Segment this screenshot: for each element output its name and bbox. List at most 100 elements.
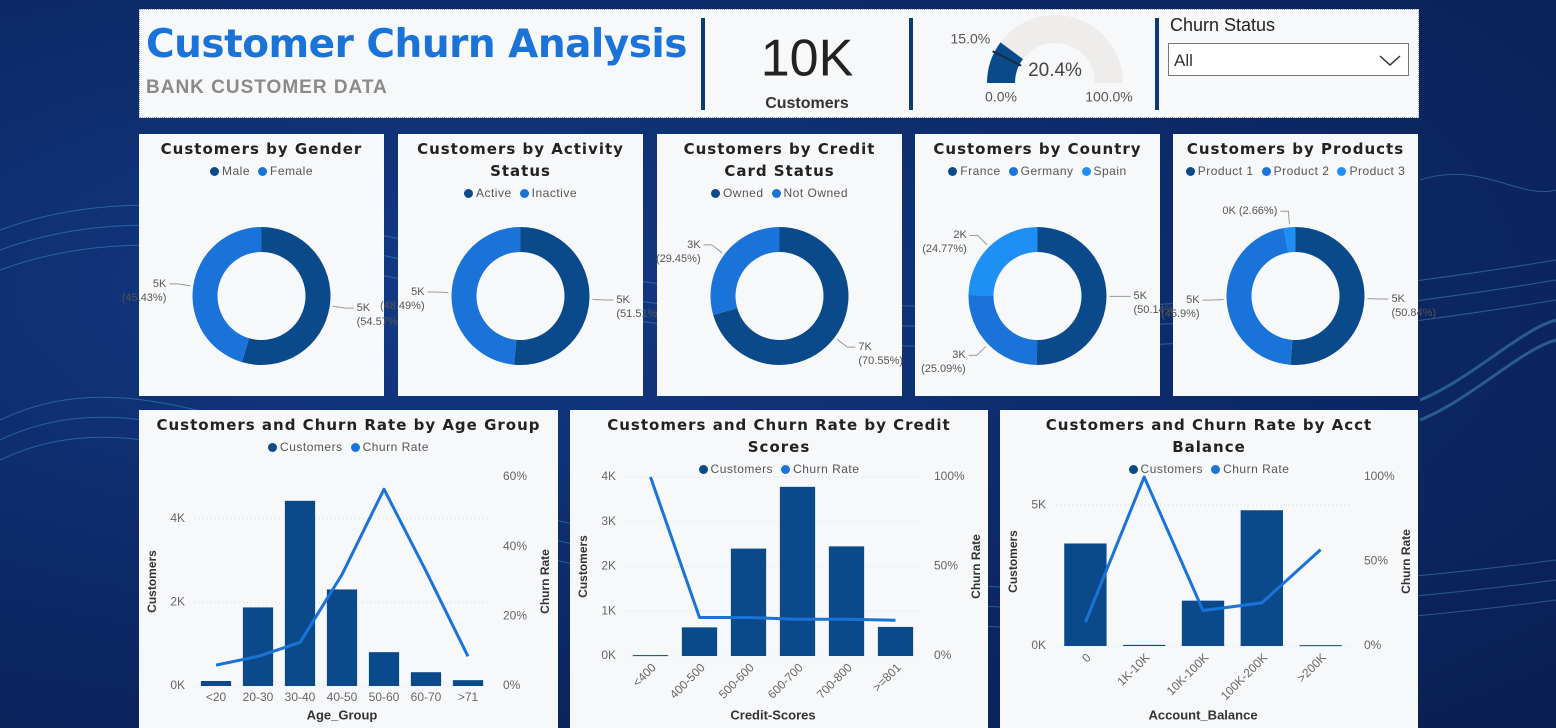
bar [326, 589, 358, 686]
y-tick-label: 4K [170, 511, 185, 525]
churn-line [1084, 475, 1322, 623]
donut-slice [968, 295, 1038, 365]
y2-tick-label: 40% [503, 539, 527, 553]
chart-title: Customers by Credit Card Status [683, 140, 876, 180]
legend-swatch [209, 167, 219, 176]
legend-item: Churn Rate [1211, 462, 1289, 476]
separator [701, 18, 705, 110]
donut-slice [513, 227, 590, 365]
leader-line [703, 244, 723, 254]
x-tick-label: 0 [1079, 650, 1094, 665]
bar [242, 607, 274, 686]
legend-item: Owned [710, 186, 764, 200]
churn-line [649, 476, 896, 622]
chart-title: Customers by Activity Status [417, 140, 624, 180]
chart-panel: Customers by Credit Card Status Owned Not … [656, 134, 903, 396]
legend-label: Customers [1140, 462, 1204, 476]
legend-label: Spain [1093, 164, 1127, 178]
legend-swatch [1337, 167, 1347, 176]
legend-item: Customers [1128, 462, 1204, 476]
legend-item: Inactive [519, 186, 577, 200]
chart-canvas [427, 227, 614, 365]
y2-tick-label: 100% [934, 469, 965, 483]
chart-title: Customers by Gender [160, 140, 363, 158]
y-tick-label: 0K [1031, 638, 1046, 652]
legend: Customers Churn Rate [570, 462, 988, 476]
y-tick-label: 2K [601, 559, 616, 573]
x-tick-label: 50-60 [369, 690, 400, 704]
donut-slice [968, 227, 1038, 296]
legend-swatch [1211, 465, 1221, 474]
y-tick-label: 1K [601, 603, 616, 617]
chart-canvas [968, 227, 1131, 365]
data-label: 3K (25.09%) [921, 349, 966, 376]
wave [1419, 338, 1556, 422]
dashboard-title: Customer Churn Analysis [146, 22, 688, 67]
y-axis-title: Customers [576, 535, 590, 598]
data-label: 5K (50.14%) [1133, 290, 1179, 317]
separator [1155, 18, 1159, 110]
churn-line [215, 487, 470, 667]
legend-swatch [1008, 167, 1018, 176]
bar [681, 627, 718, 656]
leader-line [427, 291, 449, 294]
leader-line [169, 283, 191, 287]
chart-canvas: 0K 5K 0% 50% 100% 0 1K-10K 10K-100K 100K-200K >20… [1006, 469, 1413, 722]
legend-swatch [771, 189, 781, 198]
gauge-value-label: 20.4% [1028, 60, 1082, 81]
x-tick-label: 700-800 [814, 660, 855, 701]
y2-tick-label: 0% [503, 678, 521, 692]
chart-title: Customers by Products [1186, 140, 1405, 158]
slicer-value: All [1174, 51, 1193, 70]
donut-slice [1290, 227, 1365, 365]
chart-panel: 0K 5K 0% 50% 100% 0 1K-10K 10K-100K 100K-200K >20… [1000, 410, 1418, 728]
legend-swatch [698, 465, 708, 474]
legend-label: Owned [722, 186, 764, 200]
slicer-dropdown[interactable]: All [1168, 43, 1409, 76]
legend-swatch [710, 189, 720, 198]
gauge-track [987, 15, 1123, 83]
bar [1064, 543, 1107, 646]
x-tick-label: 40-50 [327, 690, 358, 704]
gauge-target [992, 50, 1022, 67]
kpi-value: 10K [761, 30, 854, 88]
x-tick-label: >=801 [870, 660, 904, 694]
legend-label: Active [475, 186, 512, 200]
leader-line [332, 305, 354, 309]
legend-label: Customers [710, 462, 774, 476]
y2-axis-title: Churn Rate [969, 534, 983, 599]
legend-swatch [1185, 167, 1195, 176]
legend: Male Female [139, 164, 384, 178]
legend: Customers Churn Rate [1000, 462, 1418, 476]
legend-label: Product 1 [1197, 164, 1254, 178]
legend-item: Churn Rate [350, 440, 429, 454]
donut-slice [713, 227, 849, 365]
legend-item: Female [258, 164, 313, 178]
y-tick-label: 5K [1031, 497, 1046, 511]
bar [452, 680, 484, 686]
chart-panel: Customers by Activity Status Active Inacti… [380, 134, 661, 396]
legend-label: Germany [1020, 164, 1074, 178]
legend-swatch [781, 465, 791, 474]
chart-title: Customers by Country [933, 140, 1142, 158]
data-label: 5K (54.57%) [356, 302, 402, 329]
bar [877, 626, 914, 656]
chart-canvas: 0K 2K 4K 0% 20% 40% 60% <20 20-30 30-40 40-50 50-60… [145, 469, 552, 722]
legend-swatch [350, 443, 360, 452]
legend-swatch [258, 167, 267, 176]
chart-title: Customers and Churn Rate by Acct Balance [1045, 416, 1373, 456]
legend-label: Male [221, 164, 250, 178]
legend-item: Product 2 [1261, 164, 1330, 178]
legend-item: Germany [1008, 164, 1074, 178]
x-tick-label: 10K-100K [1164, 650, 1212, 698]
gauge-target-label: 15.0% [951, 31, 991, 47]
legend-swatch [519, 189, 529, 198]
donut-slice [451, 227, 521, 365]
header-visuals: 10K Customers 15.0% 20.4% 0.0% 100.0% [761, 15, 1133, 112]
legend-swatch [1081, 167, 1091, 176]
x-tick-label: 100K-200K [1218, 650, 1270, 702]
y-tick-label: 4K [601, 469, 616, 483]
y2-tick-label: 0% [1364, 638, 1382, 652]
